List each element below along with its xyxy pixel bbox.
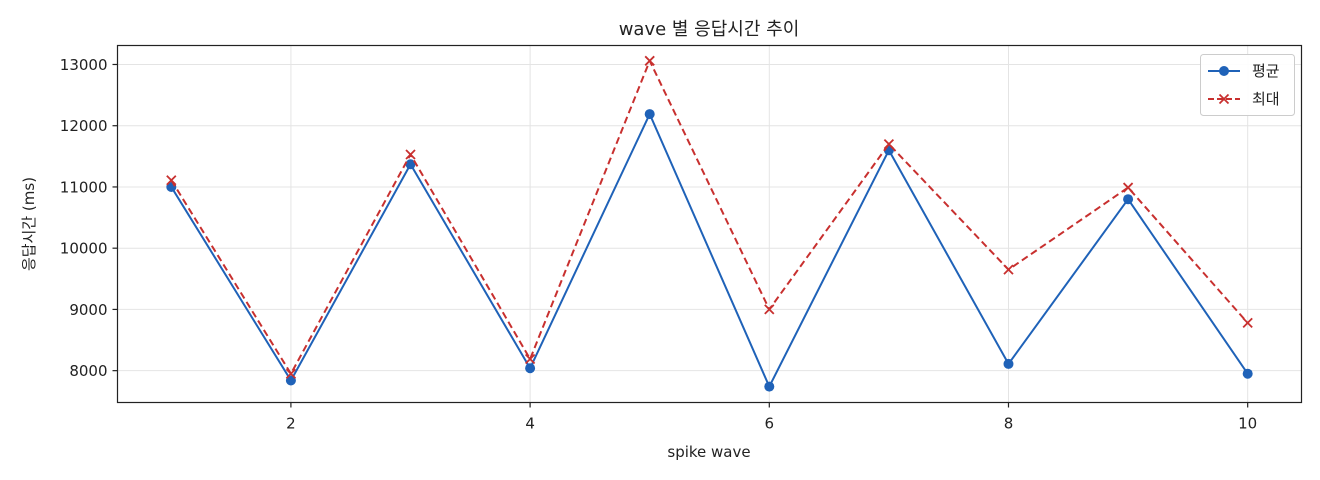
data-point [644,109,655,120]
data-point [1122,182,1134,193]
legend-box [1200,54,1295,116]
series-max [166,55,1253,379]
y-axis: 8000 9000 10000 11000 12000 13000 [60,56,118,380]
data-point [1003,264,1014,275]
legend-label-max: 최대 [1252,90,1280,108]
data-point [883,138,895,150]
y-tick-label: 13000 [60,56,108,74]
legend: 평균 최대 [1200,54,1295,116]
data-point [524,353,536,365]
legend-marker-avg [1219,66,1229,76]
data-point [405,149,416,160]
data-point [166,175,177,186]
data-point [405,159,416,170]
legend-label-avg: 평균 [1252,62,1280,80]
y-tick-label: 8000 [69,362,107,380]
x-tick-label: 2 [286,415,296,433]
x-tick-label: 4 [525,415,535,433]
series-line [170,113,1249,388]
y-tick-label: 9000 [69,301,107,319]
x-tick-label: 6 [765,415,775,433]
data-point [1242,368,1253,379]
y-axis-label: 응답시간 (ms) [20,177,38,271]
data-point [1003,358,1014,369]
y-tick-label: 11000 [60,178,108,196]
plot-frame [116,44,1303,404]
data-point [1242,317,1253,329]
data-point [764,304,775,315]
data-point [525,363,536,374]
x-tick-label: 8 [1004,415,1014,433]
x-tick-label: 10 [1238,415,1257,433]
y-tick-label: 12000 [60,117,108,135]
y-tick-label: 10000 [60,240,108,258]
grid [117,45,1302,403]
data-point [285,368,297,379]
data-point [764,381,775,392]
data-point [644,55,655,66]
data-point [285,375,296,386]
series-layer [166,55,1253,392]
x-axis-label: spike wave [667,443,750,461]
chart-title: wave 별 응답시간 추이 [619,19,800,40]
legend-marker-max [1218,93,1230,105]
data-point [1123,194,1134,205]
series-line [170,59,1249,375]
x-axis: 2 4 6 8 10 [286,402,1257,433]
